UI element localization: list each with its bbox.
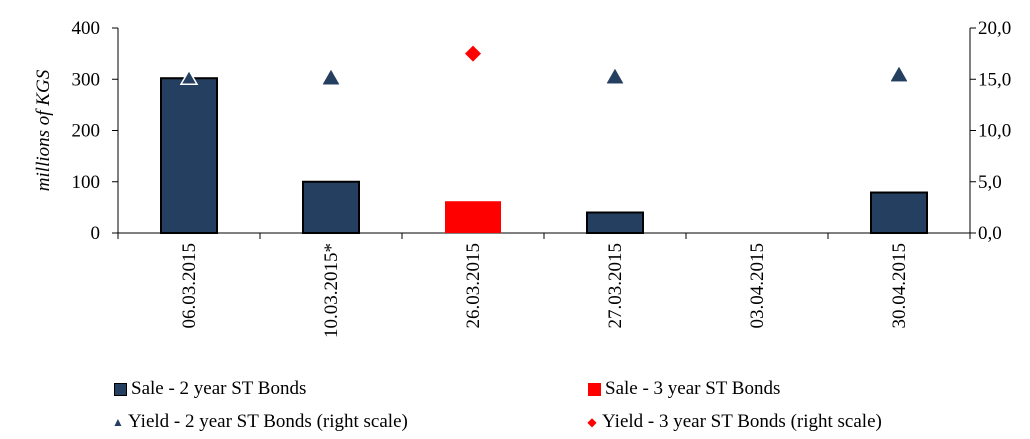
x-tick-label: 26.03.2015 xyxy=(463,243,484,329)
yield-point xyxy=(322,69,340,85)
bar xyxy=(870,191,928,234)
right-tick-label: 5,0 xyxy=(978,172,1002,193)
yield-point xyxy=(179,68,199,85)
x-tick-label: 10.03.2015* xyxy=(321,243,342,338)
left-tick-label: 100 xyxy=(72,172,101,193)
bar xyxy=(445,201,501,233)
left-tick-label: 200 xyxy=(72,121,101,142)
x-tick-label: 03.04.2015 xyxy=(747,243,768,329)
right-tick-label: 0,0 xyxy=(978,223,1002,244)
yield-point xyxy=(890,66,908,82)
y-axis-title: millions of KGS xyxy=(33,69,54,191)
bar xyxy=(586,211,644,234)
x-tick-label: 06.03.2015 xyxy=(179,243,200,329)
right-tick-label: 20,0 xyxy=(978,18,1011,39)
left-tick-label: 0 xyxy=(91,223,101,244)
right-tick-label: 10,0 xyxy=(978,121,1011,142)
yield-point xyxy=(606,68,624,84)
bar xyxy=(160,77,218,234)
yield-point xyxy=(465,45,481,62)
x-tick-label: 27.03.2015 xyxy=(605,243,626,329)
x-tick-label: 30.04.2015 xyxy=(889,243,910,329)
left-tick-label: 300 xyxy=(72,69,101,90)
left-tick-label: 400 xyxy=(72,18,101,39)
right-tick-label: 15,0 xyxy=(978,69,1011,90)
bar xyxy=(302,180,360,234)
